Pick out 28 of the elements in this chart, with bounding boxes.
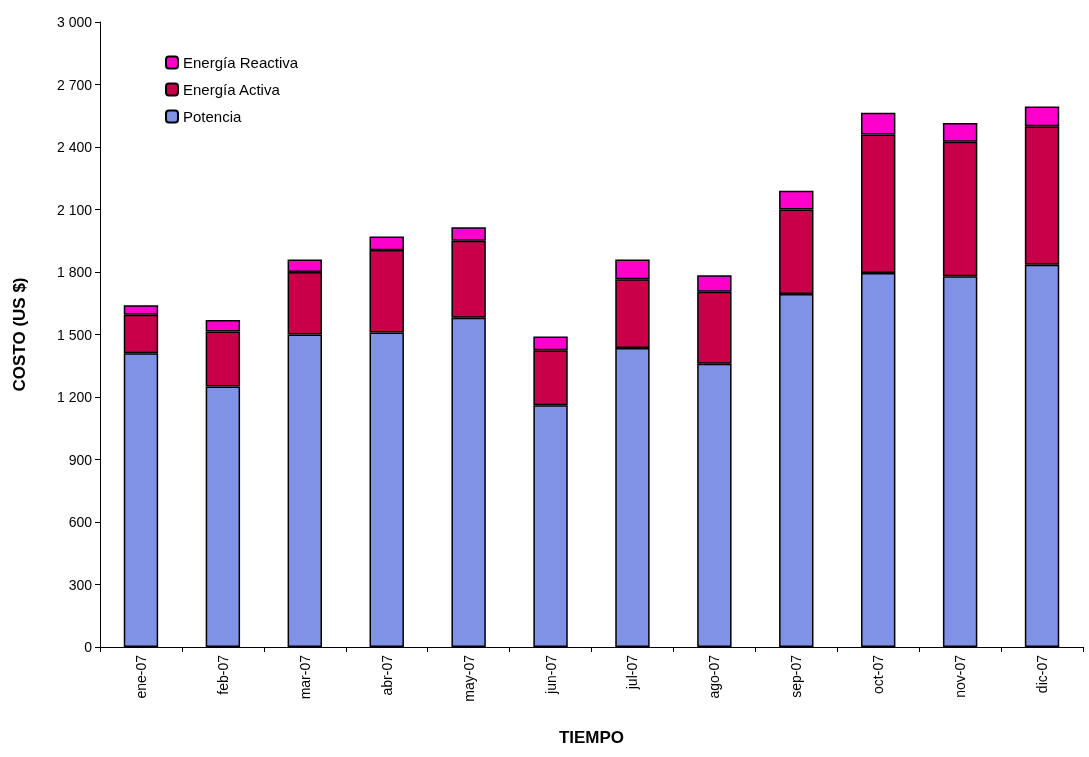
y-tick-label: 1 200 xyxy=(56,389,93,405)
legend-label: Potencia xyxy=(183,108,243,125)
y-tick-label: 3 000 xyxy=(56,14,93,30)
legend-label: Energía Reactiva xyxy=(183,54,299,71)
x-tick-label: feb-07 xyxy=(214,654,231,695)
y-tick-label: 2 400 xyxy=(56,139,93,155)
x-tick-label: dic-07 xyxy=(1034,654,1051,694)
y-tick-label: 1 800 xyxy=(56,264,93,280)
x-tick-label: abr-07 xyxy=(378,654,395,696)
y-axis-title: COSTO (US $) xyxy=(10,277,29,392)
x-tick-label: sep-07 xyxy=(788,654,805,698)
legend-label: Energía Activa xyxy=(183,81,281,98)
y-tick-label: 0 xyxy=(84,639,93,655)
y-tick-label: 2 100 xyxy=(56,201,93,218)
x-tick-label: mar-07 xyxy=(296,654,313,700)
y-tick-label: 600 xyxy=(68,514,93,530)
y-tick-label: 900 xyxy=(68,451,93,468)
x-tick-label: ene-07 xyxy=(132,654,149,699)
x-tick-label: may-07 xyxy=(460,654,477,702)
y-tick-label: 300 xyxy=(68,576,93,593)
x-tick-label: jun-07 xyxy=(542,654,559,695)
x-tick-label: nov-07 xyxy=(952,654,969,698)
x-tick-label: ago-07 xyxy=(706,654,723,699)
y-tick-label: 1 500 xyxy=(56,326,93,343)
x-tick-label: jul-07 xyxy=(624,654,641,691)
x-tick-label: oct-07 xyxy=(870,654,887,694)
x-axis-title: TIEMPO xyxy=(558,728,625,747)
y-tick-label: 2 700 xyxy=(56,76,93,93)
